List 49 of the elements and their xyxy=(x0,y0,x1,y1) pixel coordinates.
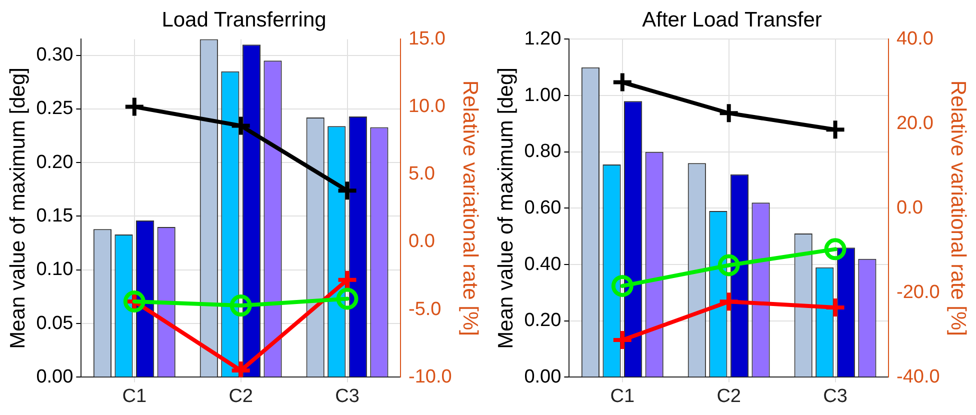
y2-tick-label: -5.0 xyxy=(408,298,442,320)
y-tick-label: 0.60 xyxy=(524,197,562,218)
point xyxy=(718,254,740,276)
y-tick-label: 0.80 xyxy=(524,141,562,162)
y2-tick-label: -10.0 xyxy=(408,366,452,388)
y2-axis-title: Relative variational rate [%] xyxy=(458,80,482,336)
y-tick-label: 1.20 xyxy=(524,28,562,50)
chart-title: After Load Transfer xyxy=(642,8,822,32)
x-tick-label: C2 xyxy=(228,386,253,407)
x-tick-label: C2 xyxy=(716,386,741,407)
x-tick-label: C1 xyxy=(122,386,147,407)
y-tick-label: 1.00 xyxy=(524,84,562,106)
point xyxy=(611,71,634,94)
y-tick-label: 0.15 xyxy=(36,205,74,226)
y-tick-label: 0.10 xyxy=(36,259,74,280)
y2-tick-label: 15.0 xyxy=(408,28,446,50)
x-tick-label: C1 xyxy=(610,386,635,407)
y2-tick-label: -20.0 xyxy=(896,282,940,303)
x-tick-label: C3 xyxy=(823,386,848,407)
y2-tick-label: 40.0 xyxy=(896,28,934,50)
point xyxy=(718,290,740,313)
y2-axis-title: Relative variational rate [%] xyxy=(946,80,970,336)
point xyxy=(824,238,846,260)
y-tick-label: 0.20 xyxy=(36,152,74,173)
y2-tick-label: 0.0 xyxy=(896,197,923,218)
point xyxy=(718,102,740,124)
y-tick-label: 0.20 xyxy=(524,310,562,332)
point xyxy=(336,288,358,310)
point xyxy=(336,180,358,202)
point xyxy=(230,114,252,137)
y-tick-label: 0.25 xyxy=(36,98,74,120)
y-axis-title: Mean value of maximum [deg] xyxy=(6,68,30,349)
y2-tick-label: 20.0 xyxy=(896,112,934,134)
y-tick-label: 0.00 xyxy=(524,366,562,388)
y2-tick-label: 5.0 xyxy=(408,164,435,185)
point xyxy=(230,294,252,317)
y-tick-label: 0.30 xyxy=(36,44,74,66)
y2-tick-label: 0.0 xyxy=(408,231,435,252)
y-tick-label: 0.05 xyxy=(36,312,74,334)
point xyxy=(123,96,146,118)
point xyxy=(611,274,634,297)
y2-tick-label: 10.0 xyxy=(408,96,446,118)
x-tick-label: C3 xyxy=(335,386,360,407)
y2-tick-label: -40.0 xyxy=(896,366,940,388)
y-tick-label: 0.40 xyxy=(524,254,562,275)
y-tick-label: 0.00 xyxy=(36,366,74,388)
y-axis-title: Mean value of maximum [deg] xyxy=(494,68,518,349)
chart-title: Load Transferring xyxy=(162,8,326,32)
point xyxy=(824,118,846,141)
